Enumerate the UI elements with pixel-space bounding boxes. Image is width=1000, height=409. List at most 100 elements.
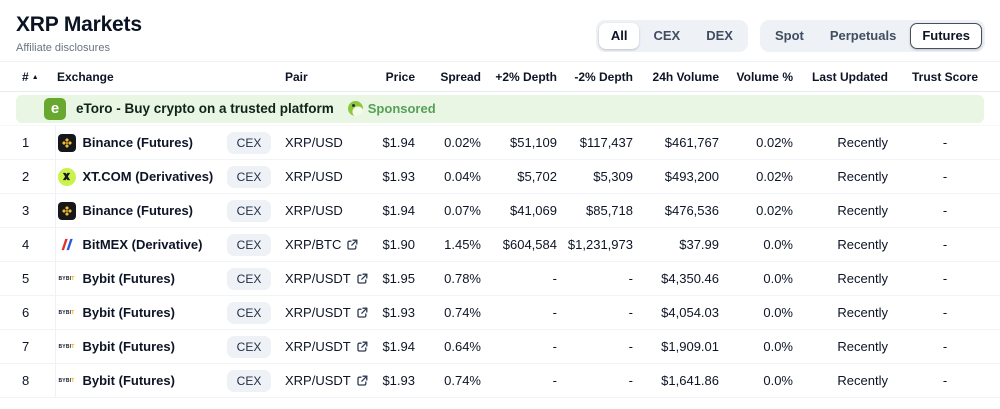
pair-cell: XRP/USD <box>273 159 373 194</box>
exchange-cell: Binance (Futures) <box>55 193 225 228</box>
pair-label: XRP/BTC <box>285 237 342 252</box>
pair-cell: XRP/USDT <box>273 363 373 398</box>
header-price[interactable]: Price <box>373 61 421 92</box>
header-volume[interactable]: 24h Volume <box>639 61 725 92</box>
filter-spot-button[interactable]: Spot <box>763 23 816 49</box>
exchange-name-link[interactable]: Bybit (Futures) <box>82 339 175 354</box>
pair-cell: XRP/USD <box>273 193 373 228</box>
depth-plus-cell: $604,584 <box>487 227 563 262</box>
external-link-icon <box>347 239 358 250</box>
exchange-cell: BYBIT Bybit (Futures) <box>55 329 225 364</box>
header-pair[interactable]: Pair <box>273 61 373 92</box>
markets-table: # ▲ Exchange Pair Price Spread +2% Depth … <box>0 61 1000 398</box>
table-row: 4 BitMEX (Derivative) CEX XRP/BTC $1.90 … <box>0 227 1000 262</box>
filter-all-button[interactable]: All <box>598 23 640 49</box>
depth-plus-cell: - <box>487 295 563 330</box>
exchange-name-link[interactable]: BitMEX (Derivative) <box>82 237 203 252</box>
sort-asc-icon: ▲ <box>31 73 39 81</box>
volume-cell: $461,767 <box>639 125 725 160</box>
gecko-icon <box>347 101 363 116</box>
header-exchange[interactable]: Exchange <box>55 61 225 92</box>
volume-cell: $476,536 <box>639 193 725 228</box>
pair-link[interactable]: XRP/USD <box>285 135 343 150</box>
depth-plus-cell: $51,109 <box>487 125 563 160</box>
exchange-logo-icon: BYBIT <box>58 377 75 384</box>
exchange-logo-icon <box>57 201 76 220</box>
spread-cell: 0.04% <box>421 159 487 194</box>
pair-link[interactable]: XRP/USDT <box>285 305 368 320</box>
volume-pct-cell: 0.02% <box>725 193 799 228</box>
table-row: 2 XT.COM (Derivatives) CEX XRP/USD $1.93… <box>0 159 1000 194</box>
market-type-cell: CEX <box>225 261 273 296</box>
pair-link[interactable]: XRP/USD <box>285 169 343 184</box>
rank-cell: 4 <box>0 227 56 262</box>
pair-cell: XRP/USDT <box>273 295 373 330</box>
price-cell: $1.93 <box>373 363 421 398</box>
last-updated-cell: Recently <box>799 295 890 330</box>
volume-cell: $493,200 <box>639 159 725 194</box>
spread-cell: 1.45% <box>421 227 487 262</box>
depth-minus-cell: $85,718 <box>563 193 639 228</box>
pair-link[interactable]: XRP/USDT <box>285 339 368 354</box>
rank-cell: 1 <box>0 125 56 160</box>
depth-plus-cell: $5,702 <box>487 159 563 194</box>
spread-cell: 0.07% <box>421 193 487 228</box>
exchange-name-link[interactable]: XT.COM (Derivatives) <box>82 169 214 184</box>
exchange-cell: BYBIT Bybit (Futures) <box>55 261 225 296</box>
trust-score-cell: - <box>890 363 1000 398</box>
depth-minus-cell: $117,437 <box>563 125 639 160</box>
market-type-cell: CEX <box>225 227 273 262</box>
table-row: 1 Binance (Futures) CEX XRP/USD $1.94 0.… <box>0 125 1000 160</box>
header-volume-pct[interactable]: Volume % <box>725 61 799 92</box>
price-cell: $1.93 <box>373 159 421 194</box>
page-title: XRP Markets <box>16 13 142 36</box>
instrument-filter: Spot Perpetuals Futures <box>759 20 985 52</box>
header-depth-plus[interactable]: +2% Depth <box>487 61 563 92</box>
filter-dex-button[interactable]: DEX <box>694 23 745 49</box>
pair-link[interactable]: XRP/USDT <box>285 271 368 286</box>
exchange-cell: XT.COM (Derivatives) <box>55 159 225 194</box>
volume-pct-cell: 0.0% <box>725 363 799 398</box>
depth-plus-cell: - <box>487 329 563 364</box>
depth-minus-cell: - <box>563 261 639 296</box>
filter-perpetuals-button[interactable]: Perpetuals <box>818 23 908 49</box>
exchange-cell: BitMEX (Derivative) <box>55 227 225 262</box>
pair-label: XRP/USD <box>285 169 343 184</box>
header-last-updated[interactable]: Last Updated <box>799 61 890 92</box>
exchange-name-link[interactable]: Bybit (Futures) <box>82 305 175 320</box>
exchange-name-link[interactable]: Bybit (Futures) <box>82 373 175 388</box>
sponsored-banner[interactable]: e eToro - Buy crypto on a trusted platfo… <box>16 94 984 123</box>
exchange-name-link[interactable]: Binance (Futures) <box>82 203 194 218</box>
spread-cell: 0.74% <box>421 295 487 330</box>
pair-link[interactable]: XRP/USDT <box>285 373 368 388</box>
header-depth-minus[interactable]: -2% Depth <box>563 61 639 92</box>
filter-cex-button[interactable]: CEX <box>641 23 692 49</box>
external-link-icon <box>357 375 368 386</box>
depth-plus-cell: - <box>487 261 563 296</box>
exchange-name-link[interactable]: Binance (Futures) <box>82 135 194 150</box>
pair-link[interactable]: XRP/USD <box>285 203 343 218</box>
spread-cell: 0.02% <box>421 125 487 160</box>
last-updated-cell: Recently <box>799 125 890 160</box>
exchange-logo-icon <box>57 133 76 152</box>
pair-label: XRP/USD <box>285 203 343 218</box>
exchange-name-link[interactable]: Bybit (Futures) <box>82 271 175 286</box>
depth-minus-cell: - <box>563 329 639 364</box>
volume-cell: $4,054.03 <box>639 295 725 330</box>
volume-pct-cell: 0.0% <box>725 295 799 330</box>
filter-futures-button[interactable]: Futures <box>910 23 982 49</box>
header-trust-score[interactable]: Trust Score <box>890 61 1000 92</box>
external-link-icon <box>357 307 368 318</box>
header-spread[interactable]: Spread <box>421 61 487 92</box>
pair-link[interactable]: XRP/BTC <box>285 237 358 252</box>
exchange-cell: BYBIT Bybit (Futures) <box>55 295 225 330</box>
page-header: XRP Markets Affiliate disclosures All CE… <box>0 0 1000 54</box>
affiliate-disclosures-link[interactable]: Affiliate disclosures <box>16 42 110 54</box>
market-type-cell: CEX <box>225 159 273 194</box>
volume-pct-cell: 0.02% <box>725 125 799 160</box>
header-rank[interactable]: # ▲ <box>0 61 55 92</box>
pair-cell: XRP/USDT <box>273 329 373 364</box>
pair-label: XRP/USD <box>285 135 343 150</box>
exchange-logo-icon: BYBIT <box>58 275 75 282</box>
volume-cell: $37.99 <box>639 227 725 262</box>
